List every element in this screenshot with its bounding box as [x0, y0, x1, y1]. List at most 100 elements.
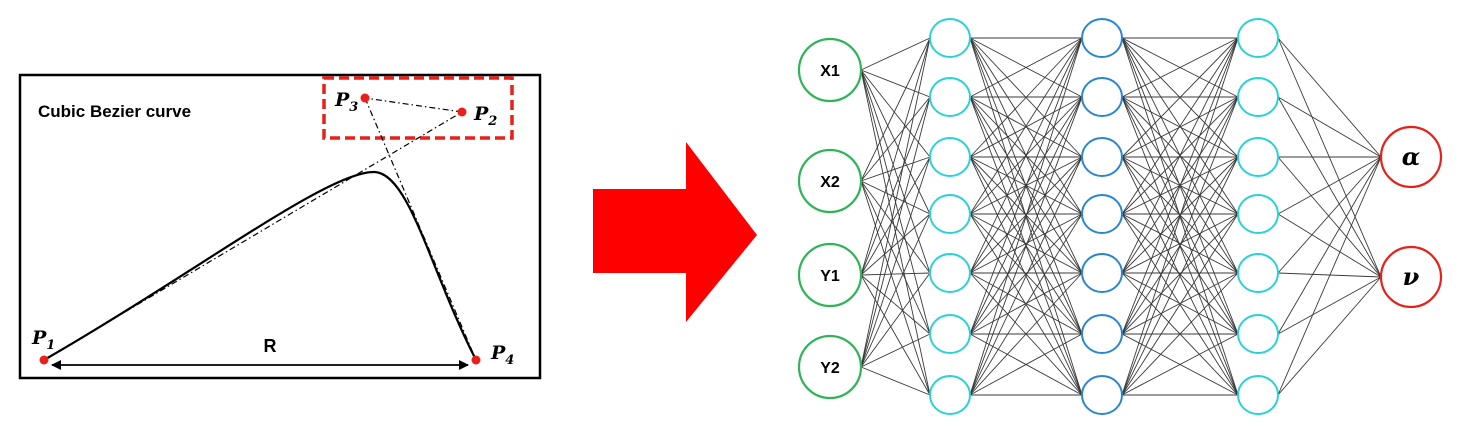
edge-hidden2-5-to-hidden3-4	[1121, 272, 1239, 335]
edge-hidden2-6-to-hidden3-2	[1121, 156, 1239, 396]
hidden2-node-3	[1081, 137, 1123, 177]
edge-input-1-to-hidden1-2	[860, 156, 931, 182]
edge-hidden1-6-to-hidden2-0	[969, 37, 1083, 396]
edge-hidden2-2-to-hidden3-0	[1121, 37, 1239, 158]
edge-hidden3-1-to-output-1	[1277, 96, 1382, 278]
point-p4-base: P	[490, 342, 506, 364]
edge-hidden1-6-to-hidden2-5	[969, 333, 1083, 396]
edge-input-2-to-hidden1-0	[860, 37, 931, 276]
edge-hidden1-5-to-hidden2-3	[969, 213, 1083, 335]
hidden3-node-2	[1237, 77, 1279, 117]
edge-input-1-to-hidden1-1	[860, 96, 931, 182]
edge-hidden1-6-to-hidden2-1	[969, 96, 1083, 396]
hidden2-node-6	[1081, 314, 1123, 354]
edge-hidden2-5-to-hidden3-3	[1121, 213, 1239, 335]
transition-arrow	[593, 142, 757, 322]
edge-input-2-to-hidden1-6	[860, 274, 931, 396]
edge-input-2-to-hidden1-4	[860, 272, 931, 276]
edge-input-3-to-hidden1-4	[860, 272, 931, 368]
edge-input-1-to-hidden1-5	[860, 180, 931, 335]
edge-input-1-to-hidden1-0	[860, 37, 931, 182]
edge-hidden3-3-to-output-0	[1277, 156, 1382, 215]
edge-hidden1-5-to-hidden2-4	[969, 272, 1083, 335]
edge-hidden1-2-to-hidden2-0	[969, 37, 1083, 158]
edge-input-3-to-hidden1-2	[860, 156, 931, 368]
neural-network: X1 X2 Y1 Y2 α ν	[797, 18, 1443, 415]
edge-hidden2-6-to-hidden3-5	[1121, 333, 1239, 396]
edge-hidden2-6-to-hidden3-1	[1121, 96, 1239, 396]
point-p4-marker	[471, 355, 481, 365]
edge-hidden1-4-to-hidden2-3	[969, 213, 1083, 274]
edge-hidden3-2-to-output-1	[1277, 156, 1382, 278]
edge-hidden3-6-to-output-1	[1277, 276, 1382, 396]
input-node-2	[797, 148, 863, 214]
point-p2-label: P2	[473, 103, 497, 129]
edge-input-2-to-hidden1-1	[860, 96, 931, 276]
control-points-highlight-box	[322, 76, 514, 140]
hidden3-node-4	[1237, 194, 1279, 234]
hidden3-node-6	[1237, 314, 1279, 354]
network-nodes: X1 X2 Y1 Y2 α ν	[797, 18, 1443, 415]
edge-hidden3-5-to-output-0	[1277, 156, 1382, 335]
edge-input-3-to-hidden1-5	[860, 333, 931, 368]
edge-hidden1-6-to-hidden2-2	[969, 156, 1083, 396]
output-node-label-1: α	[1402, 142, 1420, 171]
point-p2-base: P	[473, 103, 489, 125]
input-node-4	[797, 334, 863, 400]
edge-hidden1-6-to-hidden2-4	[969, 272, 1083, 396]
edge-hidden1-1-to-hidden2-0	[969, 37, 1083, 98]
input-node-1	[797, 37, 863, 103]
output-node-2	[1379, 245, 1443, 309]
hidden1-node-3	[929, 137, 971, 177]
edge-input-0-to-hidden1-4	[860, 69, 931, 274]
hidden2-node-2	[1081, 77, 1123, 117]
hidden1-node-6	[929, 314, 971, 354]
edge-hidden2-6-to-hidden3-3	[1121, 213, 1239, 396]
point-p3-base: P	[334, 89, 350, 111]
edge-input-1-to-hidden1-4	[860, 180, 931, 274]
edge-input-3-to-hidden1-6	[860, 366, 931, 396]
edge-hidden3-0-to-output-1	[1277, 37, 1382, 278]
edge-hidden2-4-to-hidden3-3	[1121, 213, 1239, 274]
hidden1-node-4	[929, 194, 971, 234]
bezier-panel: Cubic Bezier curve R P1 P2 P3 P4	[18, 73, 542, 380]
control-line-p2-p3	[364, 97, 463, 113]
edge-input-0-to-hidden1-3	[860, 69, 931, 215]
input-node-label-2: X2	[820, 174, 840, 191]
edge-input-3-to-hidden1-3	[860, 213, 931, 368]
point-p1-base: P	[31, 327, 47, 349]
edge-hidden3-4-to-output-0	[1277, 156, 1382, 274]
point-p3-label: P3	[334, 89, 358, 115]
point-p1-marker	[39, 355, 49, 365]
point-p4-label: P4	[490, 342, 514, 368]
hidden1-node-2	[929, 77, 971, 117]
hidden3-node-1	[1237, 18, 1279, 58]
point-p1-sub: 1	[46, 338, 55, 353]
hidden1-node-7	[929, 375, 971, 415]
point-p2-marker	[457, 107, 467, 117]
hidden1-node-1	[929, 18, 971, 58]
edge-hidden2-6-to-hidden3-0	[1121, 37, 1239, 396]
edge-hidden1-6-to-hidden2-3	[969, 213, 1083, 396]
edge-hidden2-3-to-hidden3-0	[1121, 37, 1239, 215]
edge-hidden3-5-to-output-1	[1277, 276, 1382, 335]
edge-hidden1-4-to-hidden2-0	[969, 37, 1083, 274]
edge-hidden1-3-to-hidden2-0	[969, 37, 1083, 215]
hidden3-node-3	[1237, 137, 1279, 177]
edge-hidden2-2-to-hidden3-1	[1121, 96, 1239, 158]
edge-hidden2-6-to-hidden3-4	[1121, 272, 1239, 396]
edge-hidden1-5-to-hidden2-0	[969, 37, 1083, 335]
edge-input-0-to-hidden1-0	[860, 37, 931, 71]
input-node-3	[797, 242, 863, 308]
bezier-curve	[43, 170, 477, 361]
edge-hidden3-6-to-output-0	[1277, 156, 1382, 396]
edge-hidden3-1-to-output-0	[1277, 96, 1382, 158]
edge-input-1-to-hidden1-3	[860, 180, 931, 215]
input-node-label-1: X1	[820, 63, 840, 80]
point-p2-sub: 2	[487, 114, 497, 129]
edge-input-1-to-hidden1-6	[860, 180, 931, 396]
edge-input-2-to-hidden1-2	[860, 156, 931, 276]
edge-hidden2-1-to-hidden3-0	[1121, 37, 1239, 98]
point-p3-sub: 3	[349, 100, 358, 115]
